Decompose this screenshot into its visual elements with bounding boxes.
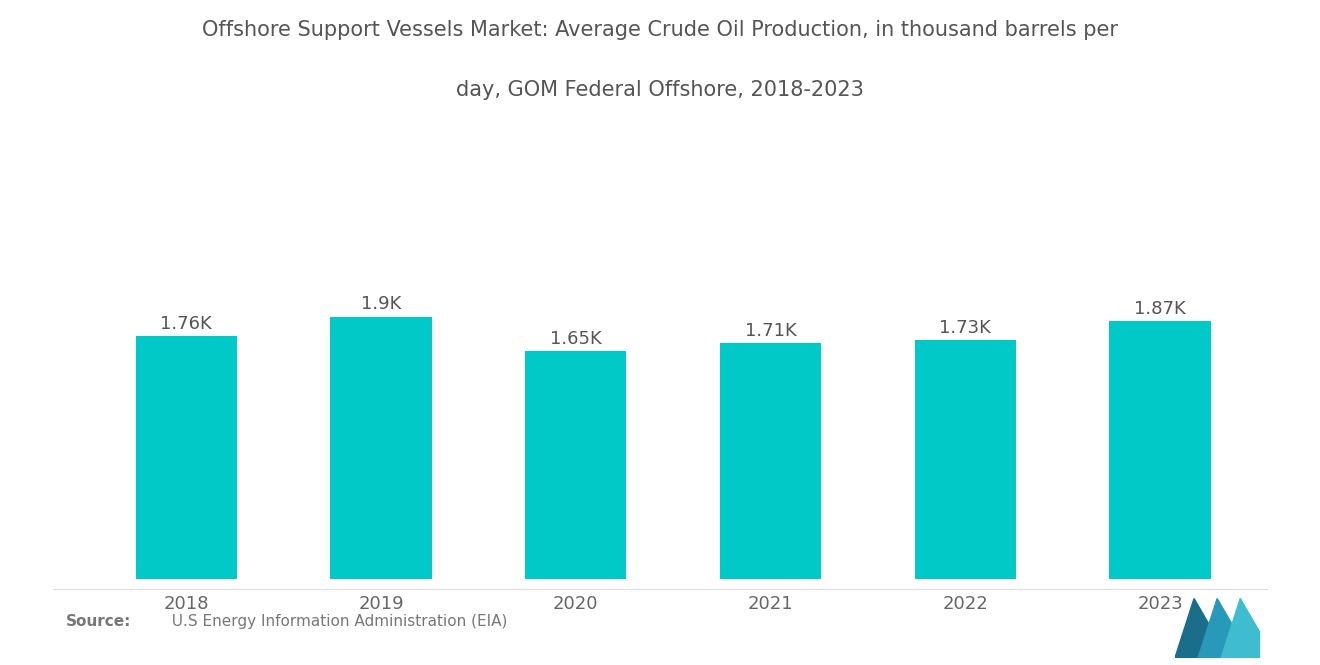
Bar [136,336,238,579]
Bar [719,343,821,579]
Text: 1.73K: 1.73K [940,319,991,336]
Text: 1.71K: 1.71K [744,322,796,340]
Text: 1.65K: 1.65K [550,330,602,348]
Bar [525,351,627,579]
Bar [330,317,432,579]
Text: 1.9K: 1.9K [360,295,401,313]
Text: Source:: Source: [66,614,132,629]
Text: 1.76K: 1.76K [161,315,213,332]
Polygon shape [1221,598,1259,658]
Text: 1.87K: 1.87K [1134,299,1185,317]
Text: Offshore Support Vessels Market: Average Crude Oil Production, in thousand barre: Offshore Support Vessels Market: Average… [202,20,1118,40]
Text: day, GOM Federal Offshore, 2018-2023: day, GOM Federal Offshore, 2018-2023 [457,80,863,100]
Polygon shape [1175,598,1213,658]
Bar [915,340,1016,579]
Text: U.S Energy Information Administration (EIA): U.S Energy Information Administration (E… [162,614,508,629]
Polygon shape [1199,598,1237,658]
Bar [1109,321,1210,579]
